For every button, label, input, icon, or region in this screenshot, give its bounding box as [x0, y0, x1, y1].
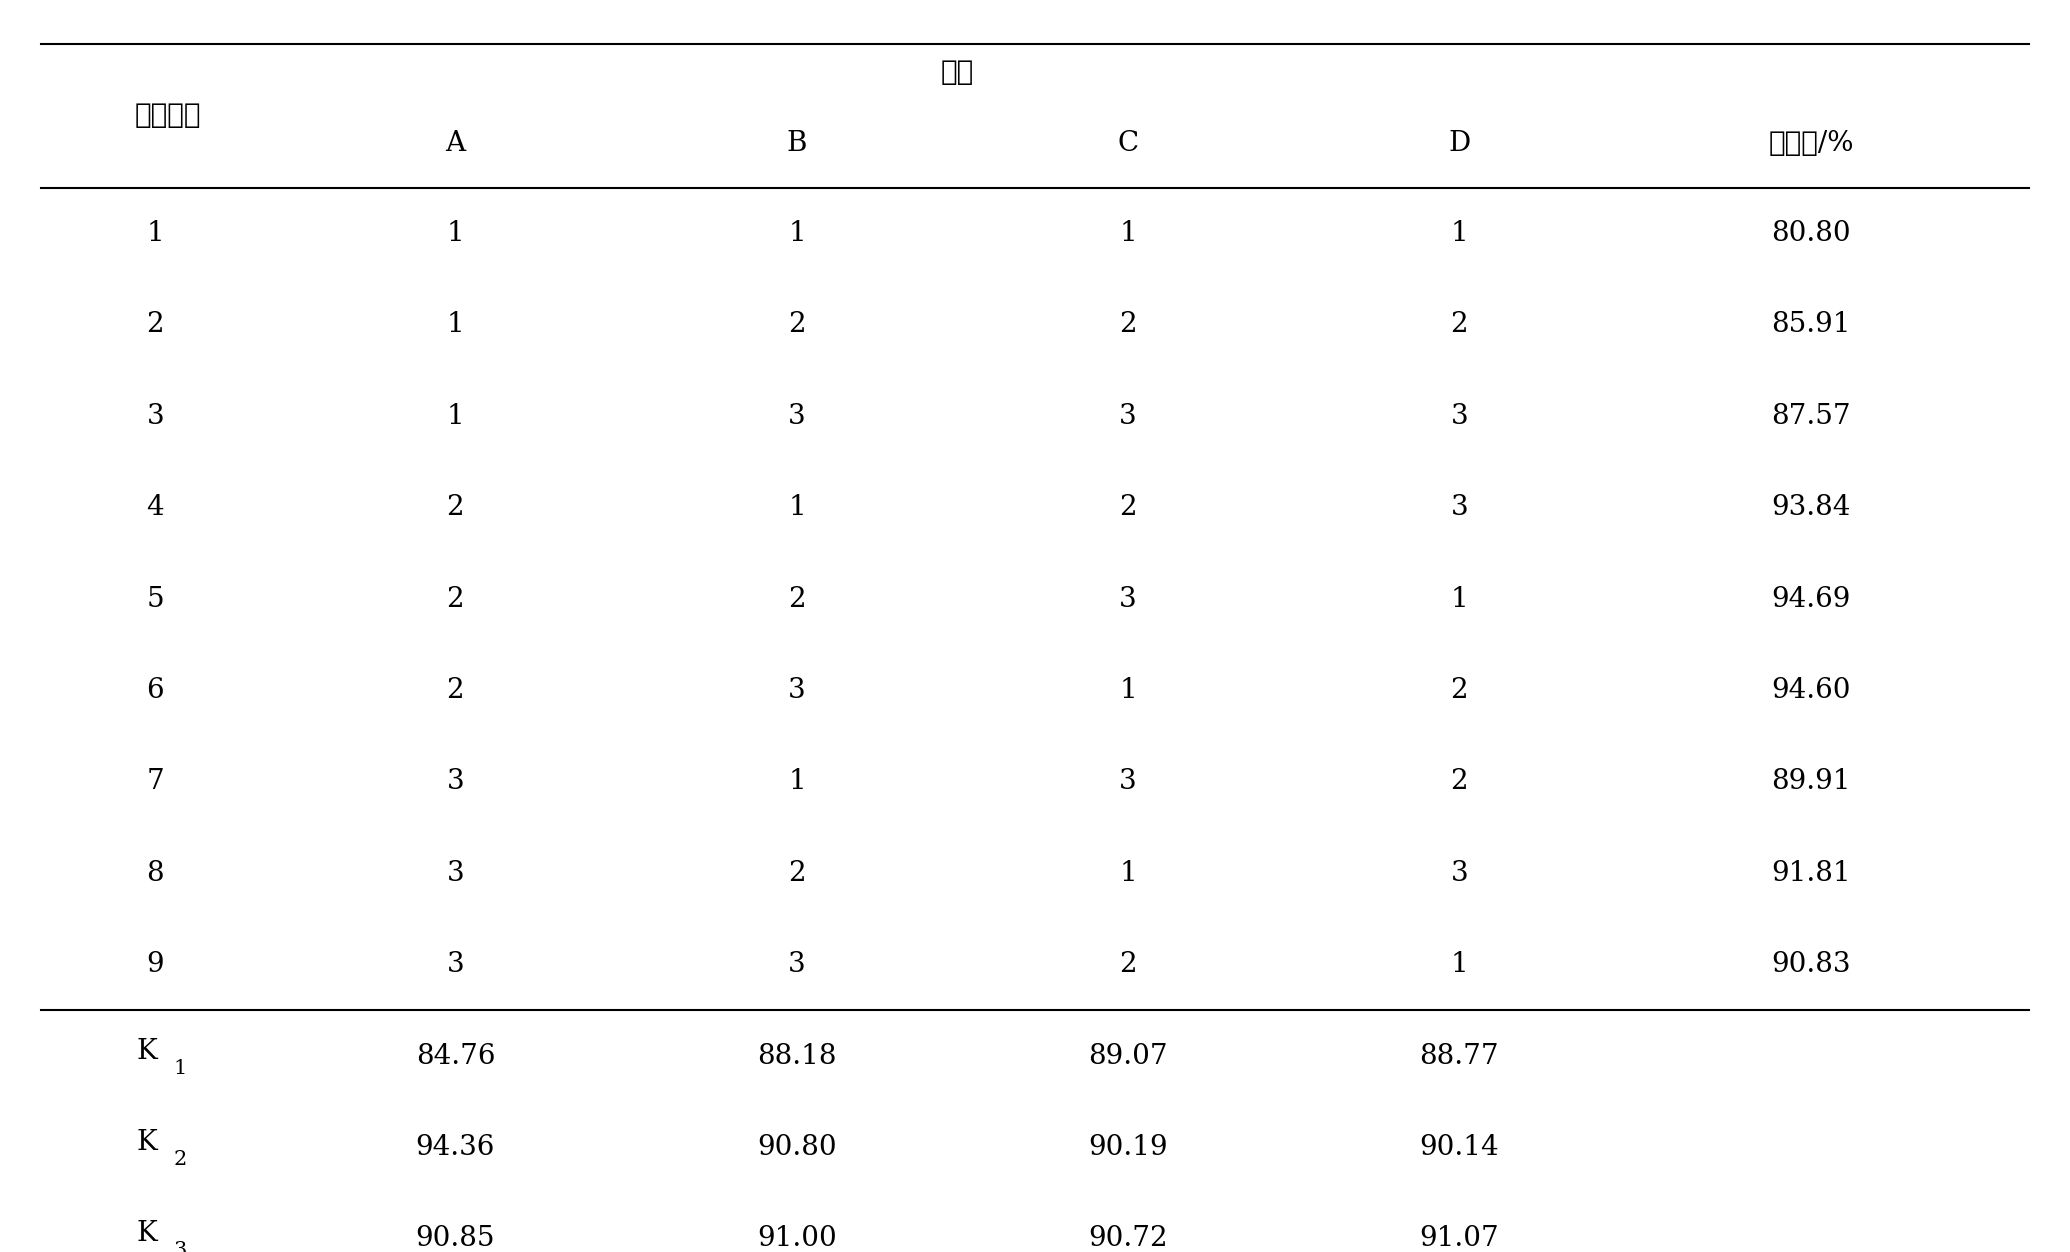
- Text: 87.57: 87.57: [1772, 403, 1851, 429]
- Text: 7: 7: [147, 769, 164, 795]
- Text: 1: 1: [789, 495, 805, 521]
- Text: 88.18: 88.18: [758, 1043, 836, 1069]
- Text: 1: 1: [174, 1059, 186, 1078]
- Text: 88.77: 88.77: [1420, 1043, 1499, 1069]
- Text: 1: 1: [447, 312, 464, 338]
- Text: 2: 2: [174, 1151, 186, 1169]
- Text: 1: 1: [1120, 677, 1136, 704]
- Text: 2: 2: [1120, 952, 1136, 978]
- Text: 1: 1: [1120, 860, 1136, 886]
- Text: 1: 1: [1120, 220, 1136, 247]
- Text: 3: 3: [789, 952, 805, 978]
- Text: 91.07: 91.07: [1420, 1226, 1499, 1252]
- Text: 2: 2: [447, 586, 464, 612]
- Text: 90.14: 90.14: [1420, 1134, 1499, 1161]
- Text: 3: 3: [447, 952, 464, 978]
- Text: K: K: [137, 1221, 157, 1247]
- Text: 2: 2: [447, 495, 464, 521]
- Text: 94.69: 94.69: [1772, 586, 1851, 612]
- Text: 90.19: 90.19: [1089, 1134, 1167, 1161]
- Text: 93.84: 93.84: [1772, 495, 1851, 521]
- Text: 1: 1: [1451, 586, 1468, 612]
- Text: 1: 1: [447, 220, 464, 247]
- Text: 1: 1: [789, 769, 805, 795]
- Text: 1: 1: [789, 220, 805, 247]
- Text: 90.80: 90.80: [758, 1134, 836, 1161]
- Text: 2: 2: [1451, 677, 1468, 704]
- Text: 2: 2: [1451, 769, 1468, 795]
- Text: 实验序号: 实验序号: [135, 103, 201, 129]
- Text: 90.85: 90.85: [416, 1226, 495, 1252]
- Text: 2: 2: [147, 312, 164, 338]
- Text: 2: 2: [1120, 495, 1136, 521]
- Text: 9: 9: [147, 952, 164, 978]
- Text: 3: 3: [174, 1242, 186, 1252]
- Text: 3: 3: [147, 403, 164, 429]
- Text: 90.72: 90.72: [1089, 1226, 1167, 1252]
- Text: C: C: [1118, 130, 1139, 158]
- Text: 80.80: 80.80: [1772, 220, 1851, 247]
- Text: B: B: [787, 130, 807, 158]
- Text: 因子: 因子: [940, 59, 975, 86]
- Text: 4: 4: [147, 495, 164, 521]
- Text: A: A: [445, 130, 466, 158]
- Text: 94.60: 94.60: [1772, 677, 1851, 704]
- Text: 89.91: 89.91: [1772, 769, 1851, 795]
- Text: 1: 1: [147, 220, 164, 247]
- Text: 5: 5: [147, 586, 164, 612]
- Text: 91.81: 91.81: [1772, 860, 1851, 886]
- Text: 2: 2: [789, 312, 805, 338]
- Text: 89.07: 89.07: [1089, 1043, 1167, 1069]
- Text: 1: 1: [1451, 220, 1468, 247]
- Text: K: K: [137, 1129, 157, 1156]
- Text: 85.91: 85.91: [1772, 312, 1851, 338]
- Text: 91.00: 91.00: [758, 1226, 836, 1252]
- Text: 3: 3: [789, 403, 805, 429]
- Text: 3: 3: [447, 860, 464, 886]
- Text: 3: 3: [1451, 403, 1468, 429]
- Text: 3: 3: [789, 677, 805, 704]
- Text: 3: 3: [447, 769, 464, 795]
- Text: 94.36: 94.36: [416, 1134, 495, 1161]
- Text: 3: 3: [1120, 586, 1136, 612]
- Text: 1: 1: [1451, 952, 1468, 978]
- Text: 8: 8: [147, 860, 164, 886]
- Text: 3: 3: [1451, 495, 1468, 521]
- Text: 2: 2: [1451, 312, 1468, 338]
- Text: D: D: [1449, 130, 1470, 158]
- Text: 3: 3: [1120, 403, 1136, 429]
- Text: 1: 1: [447, 403, 464, 429]
- Text: K: K: [137, 1038, 157, 1064]
- Text: 6: 6: [147, 677, 164, 704]
- Text: 3: 3: [1451, 860, 1468, 886]
- Text: 90.83: 90.83: [1772, 952, 1851, 978]
- Text: 2: 2: [789, 860, 805, 886]
- Text: 2: 2: [1120, 312, 1136, 338]
- Text: 3: 3: [1120, 769, 1136, 795]
- Text: 2: 2: [447, 677, 464, 704]
- Text: 2: 2: [789, 586, 805, 612]
- Text: 酵化率/%: 酵化率/%: [1768, 130, 1855, 158]
- Text: 84.76: 84.76: [416, 1043, 495, 1069]
